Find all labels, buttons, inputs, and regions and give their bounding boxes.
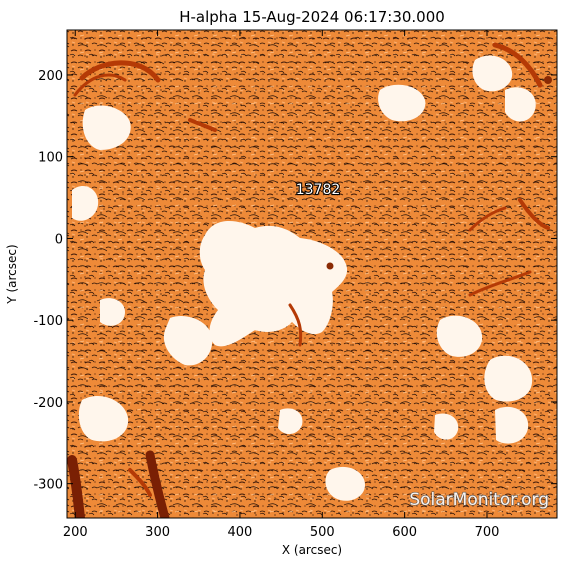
x-tick-label: 200	[63, 525, 88, 540]
y-axis-ticks: -300 -200 -100 0 100 200	[33, 69, 557, 493]
plage-regions	[72, 55, 536, 501]
central-plage	[199, 220, 348, 347]
x-tick-label: 500	[310, 525, 335, 540]
x-axis-label: X (arcsec)	[282, 543, 342, 557]
plage-patch	[82, 105, 131, 150]
sunspot	[544, 76, 552, 84]
filament	[492, 42, 543, 88]
plage-patch	[436, 315, 483, 357]
x-tick-label: 600	[392, 525, 417, 540]
filament	[468, 206, 507, 232]
plage-patch	[78, 396, 129, 442]
filament	[73, 73, 127, 97]
filament	[288, 303, 303, 347]
watermark: SolarMonitor.org	[409, 490, 549, 510]
x-axis-ticks: 200 300 400 500 600 700	[63, 30, 500, 540]
y-tick-label: 200	[38, 69, 63, 84]
y-tick-label: 100	[38, 151, 63, 166]
x-tick-label: 700	[475, 525, 500, 540]
plage-patch	[325, 466, 365, 501]
filament	[67, 455, 85, 518]
plage-patch	[472, 55, 513, 92]
y-axis-label: Y (arcsec)	[5, 244, 19, 304]
plot-title: H-alpha 15-Aug-2024 06:17:30.000	[179, 8, 445, 26]
plage-patch	[505, 87, 536, 122]
y-tick-label: -300	[33, 478, 63, 493]
filament	[468, 270, 532, 297]
y-tick-label: -100	[33, 314, 63, 329]
filament	[128, 468, 152, 497]
dark-filaments	[67, 42, 552, 518]
halpha-image: 13782 SolarMonitor.org	[67, 30, 557, 518]
plage-patch	[100, 298, 125, 326]
y-tick-label: 0	[55, 232, 63, 247]
sunspot	[326, 262, 334, 270]
filament	[79, 60, 161, 83]
plage-patch	[72, 185, 99, 221]
plage-patch	[495, 406, 529, 444]
filament	[145, 450, 170, 518]
plage-patch	[163, 316, 213, 366]
plage-patch	[434, 413, 459, 440]
filament	[188, 118, 217, 132]
y-tick-label: -200	[33, 396, 63, 411]
x-tick-label: 400	[228, 525, 253, 540]
plage-patch	[378, 84, 426, 122]
x-tick-label: 300	[145, 525, 170, 540]
plage-patch	[484, 355, 533, 402]
plage-patch	[278, 408, 303, 435]
filament	[518, 198, 550, 230]
active-region-label: 13782	[296, 182, 341, 198]
plot-frame	[66, 29, 558, 519]
